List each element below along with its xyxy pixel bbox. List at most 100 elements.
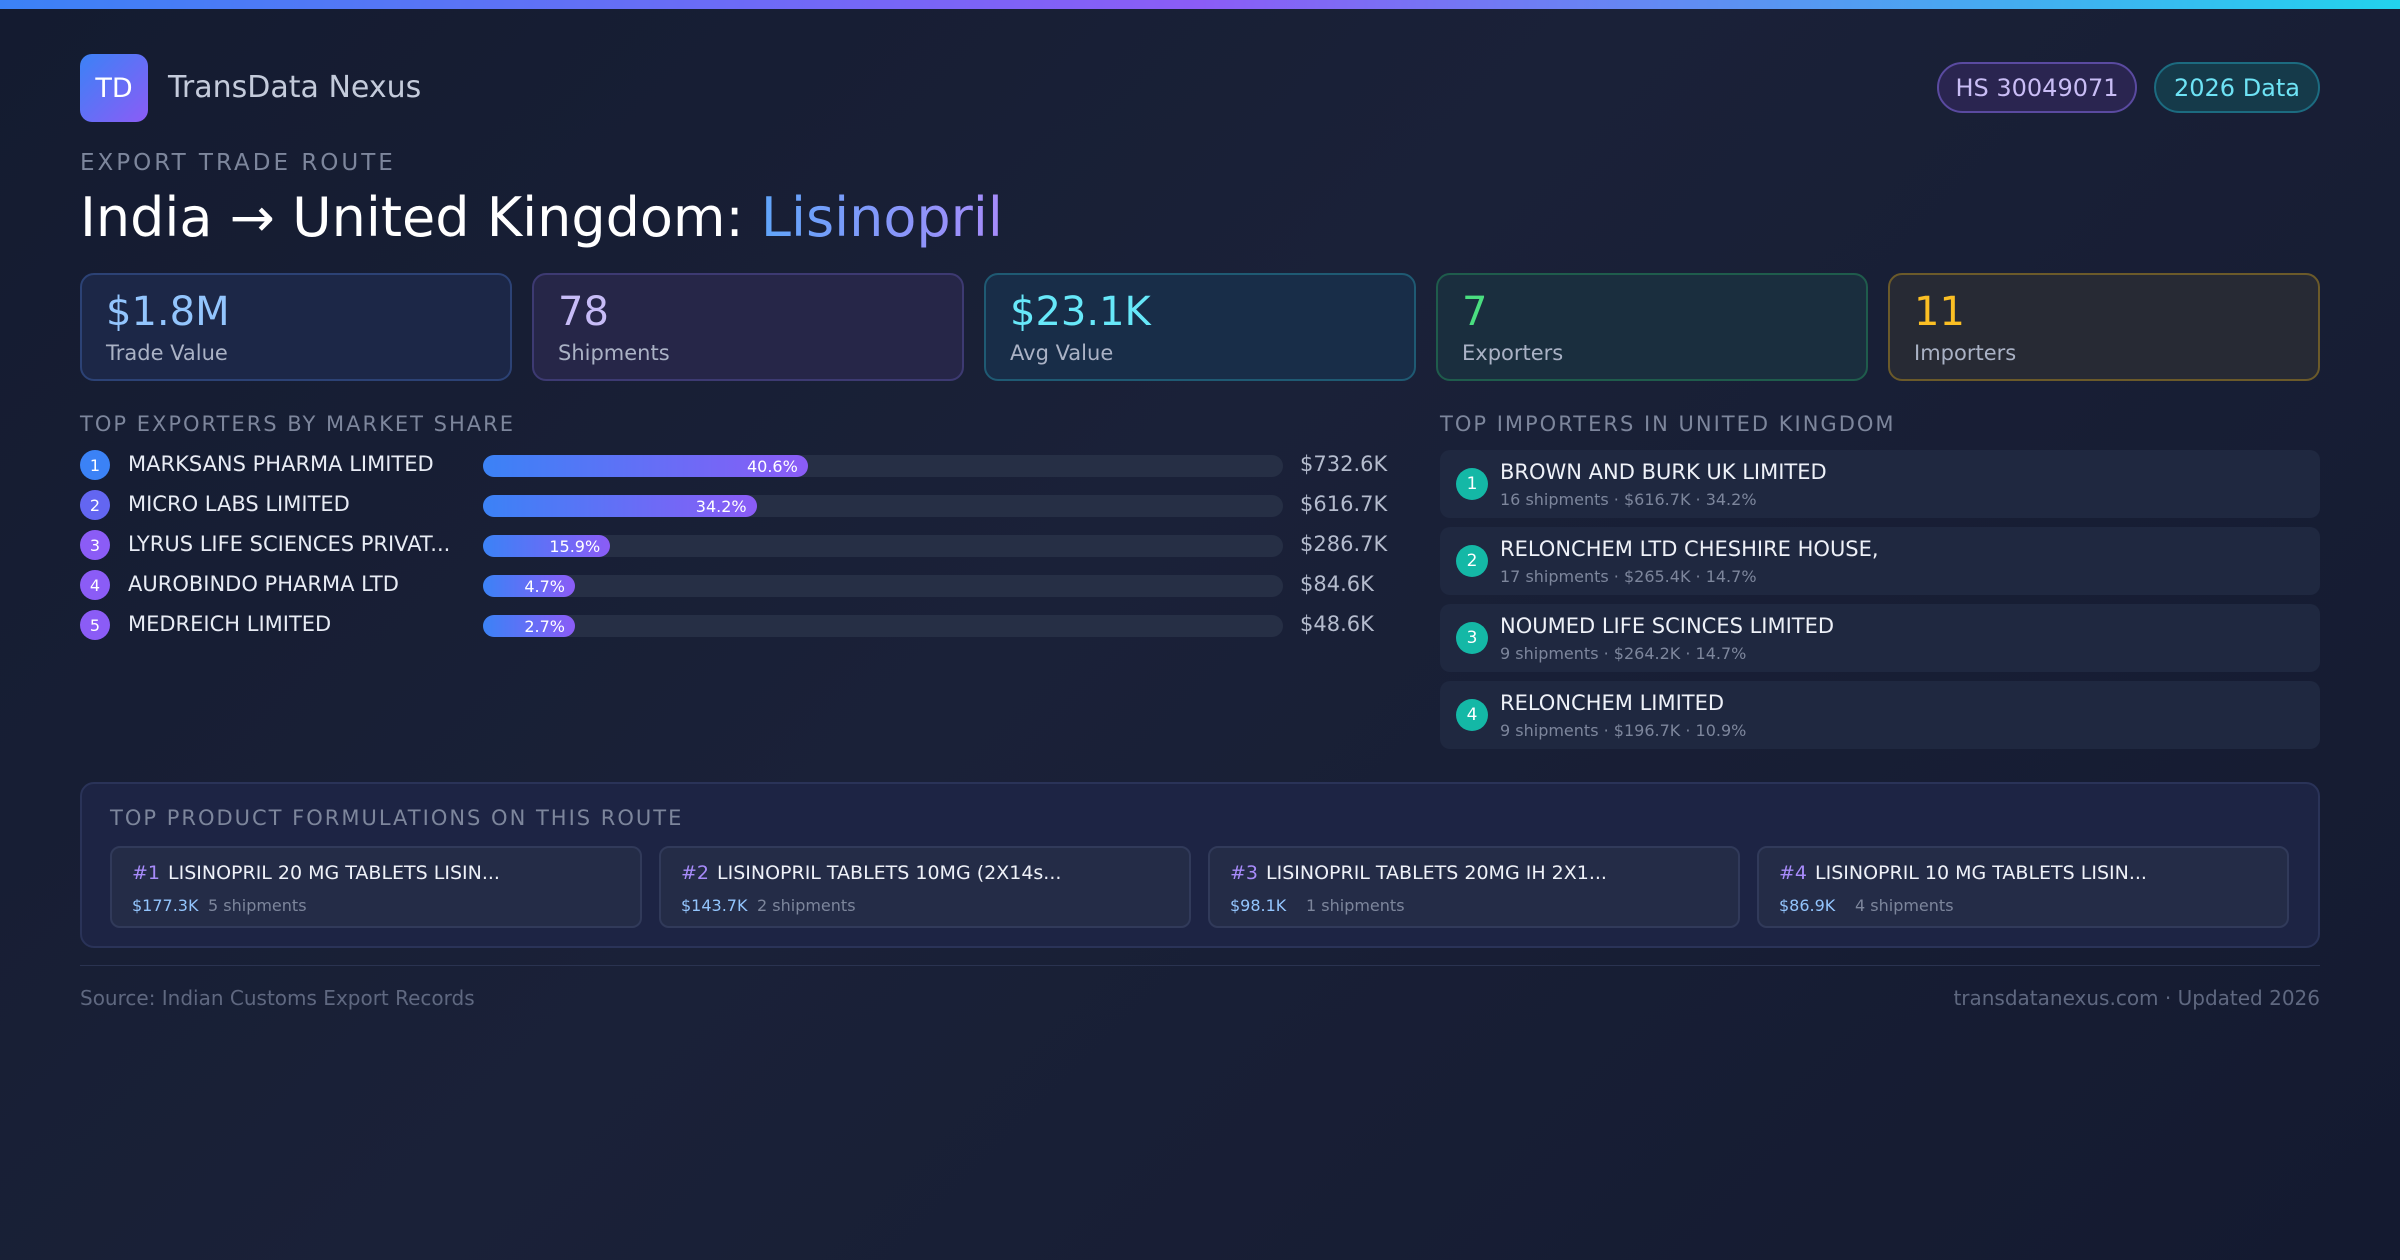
share-percent: 40.6% bbox=[746, 457, 798, 476]
stat-label: Shipments bbox=[558, 341, 670, 365]
stat-card-shipments: 78 Shipments bbox=[532, 273, 964, 381]
stat-card-importers: 11 Importers bbox=[1888, 273, 2320, 381]
share-bar-fill: 4.7% bbox=[483, 575, 575, 597]
importer-meta: 9 shipments · $264.2K · 14.7% bbox=[1500, 644, 1747, 663]
exporter-name: MEDREICH LIMITED bbox=[128, 612, 332, 636]
exporter-value: $48.6K bbox=[1300, 612, 1374, 636]
share-bar-fill: 40.6% bbox=[483, 455, 808, 477]
rank-badge: 1 bbox=[1456, 468, 1488, 500]
top-accent-bar bbox=[0, 0, 2400, 9]
importer-card: 2 RELONCHEM LTD CHESHIRE HOUSE, 17 shipm… bbox=[1440, 527, 2320, 595]
share-percent: 15.9% bbox=[549, 537, 601, 556]
formulation-card: #4 LISINOPRIL 10 MG TABLETS LISIN... $86.… bbox=[1757, 846, 2289, 928]
importers-heading: TOP IMPORTERS IN UNITED KINGDOM bbox=[1440, 412, 1896, 436]
importer-card: 3 NOUMED LIFE SCINCES LIMITED 9 shipment… bbox=[1440, 604, 2320, 672]
formulation-name: LISINOPRIL 20 MG TABLETS LISIN... bbox=[168, 862, 500, 884]
formulation-title: #1 LISINOPRIL 20 MG TABLETS LISIN... bbox=[132, 862, 500, 884]
exporter-row: 5 MEDREICH LIMITED 2.7% $48.6K bbox=[80, 610, 1380, 640]
share-bar-fill: 34.2% bbox=[483, 495, 757, 517]
share-percent: 34.2% bbox=[695, 497, 747, 516]
rank-badge: 5 bbox=[80, 610, 110, 640]
importer-meta: 17 shipments · $265.4K · 14.7% bbox=[1500, 567, 1757, 586]
formulation-name: LISINOPRIL TABLETS 10MG (2X14s... bbox=[717, 862, 1062, 884]
importer-card: 4 RELONCHEM LIMITED 9 shipments · $196.7… bbox=[1440, 681, 2320, 749]
stat-label: Trade Value bbox=[106, 341, 228, 365]
importer-name: BROWN AND BURK UK LIMITED bbox=[1500, 460, 1827, 484]
hs-code-badge: HS 30049071 bbox=[1937, 62, 2137, 113]
formulation-rank: #3 bbox=[1230, 862, 1259, 884]
stat-card-trade-value: $1.8M Trade Value bbox=[80, 273, 512, 381]
formulation-shipments: 2 shipments bbox=[757, 896, 856, 915]
formulation-value: $86.9K bbox=[1779, 896, 1836, 915]
exporter-name: MARKSANS PHARMA LIMITED bbox=[128, 452, 434, 476]
formulation-title: #3 LISINOPRIL TABLETS 20MG IH 2X1... bbox=[1230, 862, 1607, 884]
exporter-name: LYRUS LIFE SCIENCES PRIVAT... bbox=[128, 532, 451, 556]
share-bar-track: 34.2% bbox=[483, 495, 1283, 517]
importer-name: RELONCHEM LIMITED bbox=[1500, 691, 1725, 715]
share-bar-track: 15.9% bbox=[483, 535, 1283, 557]
exporter-row: 3 LYRUS LIFE SCIENCES PRIVAT... 15.9% $2… bbox=[80, 530, 1387, 560]
exporter-value: $732.6K bbox=[1300, 452, 1388, 476]
stat-label: Importers bbox=[1914, 341, 2017, 365]
share-bar-fill: 2.7% bbox=[483, 615, 575, 637]
exporter-row: 1 MARKSANS PHARMA LIMITED 40.6% $732.6K bbox=[80, 450, 1387, 480]
share-percent: 4.7% bbox=[524, 577, 565, 596]
share-bar-fill: 15.9% bbox=[483, 535, 611, 557]
formulation-title: #4 LISINOPRIL 10 MG TABLETS LISIN... bbox=[1779, 862, 2147, 884]
importer-meta: 9 shipments · $196.7K · 10.9% bbox=[1500, 721, 1747, 740]
share-percent: 2.7% bbox=[524, 617, 565, 636]
rank-badge: 2 bbox=[80, 490, 110, 520]
stat-value: 78 bbox=[558, 289, 609, 335]
formulations-heading: TOP PRODUCT FORMULATIONS ON THIS ROUTE bbox=[110, 806, 684, 830]
formulation-rank: #2 bbox=[681, 862, 710, 884]
exporter-row: 4 AUROBINDO PHARMA LTD 4.7% $84.6K bbox=[80, 570, 1380, 600]
stat-value: $1.8M bbox=[106, 289, 230, 335]
importer-name: RELONCHEM LTD CHESHIRE HOUSE, bbox=[1500, 537, 1879, 561]
exporter-value: $84.6K bbox=[1300, 572, 1374, 596]
brand-name: TransData Nexus bbox=[168, 70, 422, 105]
rank-badge: 3 bbox=[80, 530, 110, 560]
stat-card-avg-value: $23.1K Avg Value bbox=[984, 273, 1416, 381]
route-eyebrow: EXPORT TRADE ROUTE bbox=[80, 150, 396, 176]
exporter-name: AUROBINDO PHARMA LTD bbox=[128, 572, 399, 596]
share-bar-track: 40.6% bbox=[483, 455, 1283, 477]
data-year-badge: 2026 Data bbox=[2154, 62, 2320, 113]
formulation-value: $98.1K bbox=[1230, 896, 1287, 915]
formulation-name: LISINOPRIL TABLETS 20MG IH 2X1... bbox=[1266, 862, 1607, 884]
share-bar-track: 4.7% bbox=[483, 575, 1283, 597]
rank-badge: 1 bbox=[80, 450, 110, 480]
rank-badge: 4 bbox=[80, 570, 110, 600]
stat-label: Avg Value bbox=[1010, 341, 1114, 365]
exporter-value: $286.7K bbox=[1300, 532, 1388, 556]
footer-source: Source: Indian Customs Export Records bbox=[80, 986, 475, 1010]
formulation-value: $143.7K bbox=[681, 896, 748, 915]
exporters-heading: TOP EXPORTERS BY MARKET SHARE bbox=[80, 412, 516, 436]
formulation-shipments: 1 shipments bbox=[1306, 896, 1405, 915]
stat-value: 11 bbox=[1914, 289, 1965, 335]
rank-badge: 3 bbox=[1456, 622, 1488, 654]
stat-value: 7 bbox=[1462, 289, 1488, 335]
formulation-shipments: 4 shipments bbox=[1855, 896, 1954, 915]
importer-card: 1 BROWN AND BURK UK LIMITED 16 shipments… bbox=[1440, 450, 2320, 518]
title-product: Lisinopril bbox=[760, 186, 1003, 249]
exporter-name: MICRO LABS LIMITED bbox=[128, 492, 350, 516]
logo: TD bbox=[80, 54, 148, 122]
formulation-card: #2 LISINOPRIL TABLETS 10MG (2X14s... $143… bbox=[659, 846, 1191, 928]
formulation-rank: #4 bbox=[1779, 862, 1808, 884]
exporter-row: 2 MICRO LABS LIMITED 34.2% $616.7K bbox=[80, 490, 1387, 520]
share-bar-track: 2.7% bbox=[483, 615, 1283, 637]
importer-name: NOUMED LIFE SCINCES LIMITED bbox=[1500, 614, 1835, 638]
formulation-rank: #1 bbox=[132, 862, 161, 884]
footer-divider bbox=[80, 965, 2320, 966]
formulation-name: LISINOPRIL 10 MG TABLETS LISIN... bbox=[1815, 862, 2147, 884]
page-title: India → United Kingdom: Lisinopril bbox=[80, 186, 1003, 249]
exporter-value: $616.7K bbox=[1300, 492, 1388, 516]
formulation-card: #3 LISINOPRIL TABLETS 20MG IH 2X1... $98.… bbox=[1208, 846, 1740, 928]
importer-meta: 16 shipments · $616.7K · 34.2% bbox=[1500, 490, 1757, 509]
stat-label: Exporters bbox=[1462, 341, 1564, 365]
stat-value: $23.1K bbox=[1010, 289, 1151, 335]
formulation-value: $177.3K bbox=[132, 896, 199, 915]
rank-badge: 4 bbox=[1456, 699, 1488, 731]
formulation-card: #1 LISINOPRIL 20 MG TABLETS LISIN... $177… bbox=[110, 846, 642, 928]
formulation-shipments: 5 shipments bbox=[208, 896, 307, 915]
